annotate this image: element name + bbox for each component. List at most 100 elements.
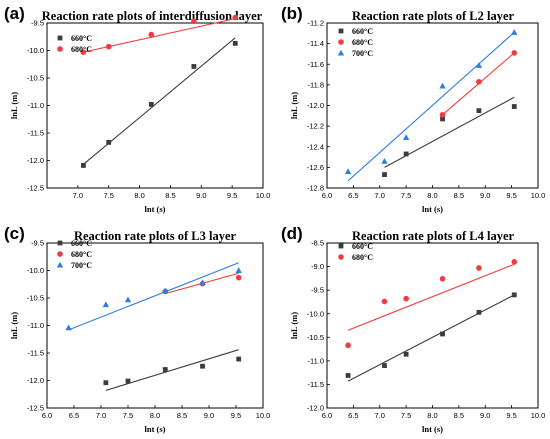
data-point (199, 279, 206, 286)
data-point (476, 108, 482, 114)
data-point (381, 157, 388, 164)
y-tick-label: -12.4 (307, 142, 324, 151)
y-tick-label: -10.0 (27, 46, 44, 55)
y-tick-label: -12.0 (307, 404, 324, 413)
series-group (65, 262, 242, 331)
x-tick-label: 8.0 (427, 191, 437, 200)
legend-marker (56, 261, 64, 268)
data-point (344, 168, 352, 175)
y-tick-label: -10.5 (27, 294, 44, 303)
data-point (511, 292, 517, 298)
legend-label: 660°C (71, 34, 92, 43)
legend-marker (57, 240, 63, 246)
data-point (105, 43, 112, 50)
legend-marker (57, 35, 63, 41)
y-tick-label: -9.5 (31, 239, 44, 248)
data-point (403, 151, 409, 157)
data-point (403, 295, 409, 302)
x-tick-label: 6.0 (42, 411, 52, 420)
x-tick-label: 9.5 (506, 411, 516, 420)
chart-svg: (b) Reaction rate plots of L2 layer 6.0 6.5… (281, 4, 545, 214)
y-tick-label: -10.5 (307, 333, 324, 342)
chart-svg: (c) Reaction rate plots of L3 layer 6.0 6.5… (4, 224, 271, 434)
panel-label: (d) (281, 224, 303, 243)
legend-label: 660°C (352, 27, 373, 36)
panel-c: (c) Reaction rate plots of L3 layer 6.0 6.5… (0, 220, 275, 439)
data-point (403, 351, 409, 357)
y-tick-label: -11.4 (307, 39, 324, 48)
data-point (511, 29, 518, 35)
y-tick-label: -8.5 (311, 239, 324, 248)
x-tick-label: 8.0 (427, 411, 437, 420)
data-point (106, 139, 112, 145)
x-tick-label: 9.0 (480, 411, 490, 420)
chart-title: Reaction rate plots of L3 layer (74, 229, 237, 243)
x-tick-label: 8.5 (454, 411, 464, 420)
x-tick-label: 9.5 (231, 411, 241, 420)
y-tick-label: -10.0 (307, 309, 324, 318)
y-tick-label: -11.5 (307, 380, 324, 389)
legend-marker (57, 251, 63, 257)
x-tick-label: 9.5 (506, 191, 516, 200)
fit-line (384, 96, 515, 168)
y-tick-label: -11.5 (27, 129, 44, 138)
x-tick-label: 7.0 (375, 411, 385, 420)
x-tick-label: 10.0 (256, 411, 271, 420)
data-point (162, 367, 168, 372)
panel-d: (d) Reaction rate plots of L4 layer 6.0 6.5… (275, 220, 550, 439)
y-tick-label: -12.0 (27, 376, 44, 385)
data-point (511, 50, 518, 56)
legend-marker (338, 254, 344, 260)
x-tick-label: 9.0 (480, 191, 490, 200)
x-tick-label: 6.5 (69, 411, 79, 420)
legend-label: 660°C (352, 242, 373, 251)
y-tick-label: -11.5 (27, 349, 44, 358)
data-point (511, 104, 517, 109)
y-tick-label: -12.0 (27, 156, 44, 165)
chart-svg: (a) Reaction rate plots of interdiffusion… (4, 4, 271, 214)
data-point (476, 265, 482, 271)
y-tick-label: -9.5 (31, 19, 44, 28)
x-tick-label: 7.5 (103, 191, 113, 200)
data-point (232, 40, 238, 46)
x-tick-label: 7.0 (73, 191, 83, 200)
x-tick-label: 9.0 (196, 191, 206, 200)
x-tick-label: 7.5 (401, 411, 411, 420)
data-point (235, 267, 242, 274)
panel-label: (b) (281, 4, 303, 23)
fit-line (347, 294, 515, 382)
data-point (125, 378, 131, 384)
x-axis-label: lnt (s) (422, 424, 443, 434)
series-group (345, 292, 517, 382)
data-point (439, 82, 446, 89)
x-tick-label: 8.5 (177, 411, 187, 420)
x-tick-label: 9.0 (204, 411, 214, 420)
data-point (382, 172, 387, 177)
legend-marker (57, 46, 63, 52)
x-tick-label: 10.0 (256, 191, 271, 200)
series-group (81, 37, 238, 168)
data-point (235, 274, 242, 281)
data-point (345, 373, 351, 378)
legend-marker (338, 243, 344, 249)
x-tick-label: 7.5 (401, 191, 411, 200)
data-point (191, 64, 197, 69)
legend-label: 700°C (352, 49, 373, 58)
data-point (381, 298, 388, 305)
x-tick-label: 9.5 (227, 191, 237, 200)
panel-b: (b) Reaction rate plots of L2 layer 6.0 6.5… (275, 0, 550, 219)
series-group (382, 96, 517, 177)
data-point (124, 296, 132, 303)
x-tick-label: 7.5 (123, 411, 133, 420)
data-point (80, 49, 87, 55)
data-point (103, 380, 109, 386)
y-axis-label: lnL (m) (289, 92, 299, 119)
fit-line (83, 37, 236, 165)
series-group (80, 14, 239, 55)
x-tick-label: 8.0 (150, 411, 160, 420)
panel-label: (a) (4, 4, 25, 23)
data-point (148, 102, 154, 107)
data-point (382, 363, 387, 368)
data-point (402, 134, 410, 141)
